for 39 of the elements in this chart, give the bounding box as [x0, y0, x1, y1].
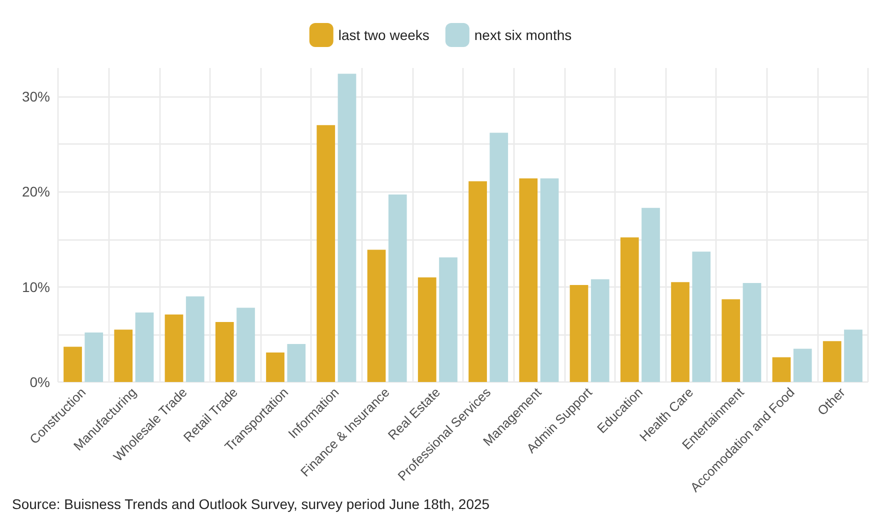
bar — [316, 125, 336, 382]
bar — [186, 296, 204, 382]
bar — [793, 348, 812, 382]
bar — [287, 344, 306, 382]
bar — [388, 194, 407, 382]
y-tick-label: 30% — [22, 88, 50, 105]
bar — [844, 330, 862, 382]
legend-label: next six months — [474, 27, 572, 43]
source-note: Source: Buisness Trends and Outlook Survey, survey period June 18th, 2025 — [12, 496, 490, 512]
y-tick-label: 0% — [30, 374, 50, 390]
bar — [671, 282, 690, 382]
bar — [215, 322, 234, 382]
bar — [642, 208, 660, 382]
bar — [266, 352, 284, 382]
bar — [772, 357, 791, 382]
bar — [490, 132, 508, 382]
bar — [418, 277, 436, 382]
bar — [620, 237, 639, 382]
bar — [164, 314, 184, 382]
bar — [135, 312, 154, 382]
y-tick-label: 10% — [22, 278, 50, 295]
bar — [114, 330, 133, 382]
bar — [692, 252, 711, 382]
bar — [742, 283, 762, 382]
bar — [236, 308, 255, 382]
bar — [367, 250, 386, 382]
bar — [822, 341, 842, 382]
bar — [540, 178, 559, 382]
bar — [84, 332, 104, 382]
bar — [468, 181, 487, 382]
bar — [439, 257, 458, 382]
bar — [519, 178, 538, 382]
bar — [590, 279, 610, 382]
bar — [570, 284, 588, 382]
bar — [64, 346, 82, 382]
y-tick-label: 20% — [22, 184, 50, 200]
legend-label: last two weeks — [338, 27, 430, 43]
bar — [722, 299, 740, 382]
bar — [338, 74, 356, 382]
